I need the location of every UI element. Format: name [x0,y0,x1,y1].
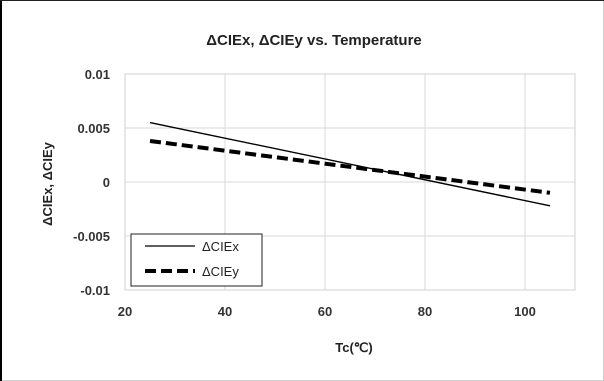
y-tick-label: -0.01 [80,283,110,298]
y-tick-label: -0.005 [73,229,110,244]
frame-top-edge [0,0,604,1]
x-tick-label: 40 [218,304,232,319]
x-tick-label: 60 [318,304,332,319]
y-axis-title: ΔCIEx, ΔCIEy [40,141,55,225]
x-tick-label: 80 [418,304,432,319]
x-tick-label: 100 [514,304,536,319]
legend-label-delta-ciex: ΔCIEx [202,239,239,254]
x-tick-label: 20 [118,304,132,319]
y-axis-ticks: 0.01 0.005 0 -0.005 -0.01 [73,67,110,298]
chart-title: ΔCIEx, ΔCIEy vs. Temperature [206,32,422,49]
y-tick-label: 0 [103,175,110,190]
x-axis-title: Tc(℃) [335,340,372,355]
legend-label-delta-ciey: ΔCIEy [202,264,239,279]
plot-area [124,73,576,291]
y-tick-label: 0.01 [85,67,110,82]
series-line-delta-ciey [149,138,551,195]
frame-left-edge [0,0,2,381]
series-layer [149,121,551,207]
legend: ΔCIEx ΔCIEy [130,233,263,287]
x-axis-ticks: 20 40 60 80 100 [118,304,536,319]
legend-box [130,233,263,287]
series-line-delta-ciex [149,121,551,207]
y-tick-label: 0.005 [77,121,110,136]
